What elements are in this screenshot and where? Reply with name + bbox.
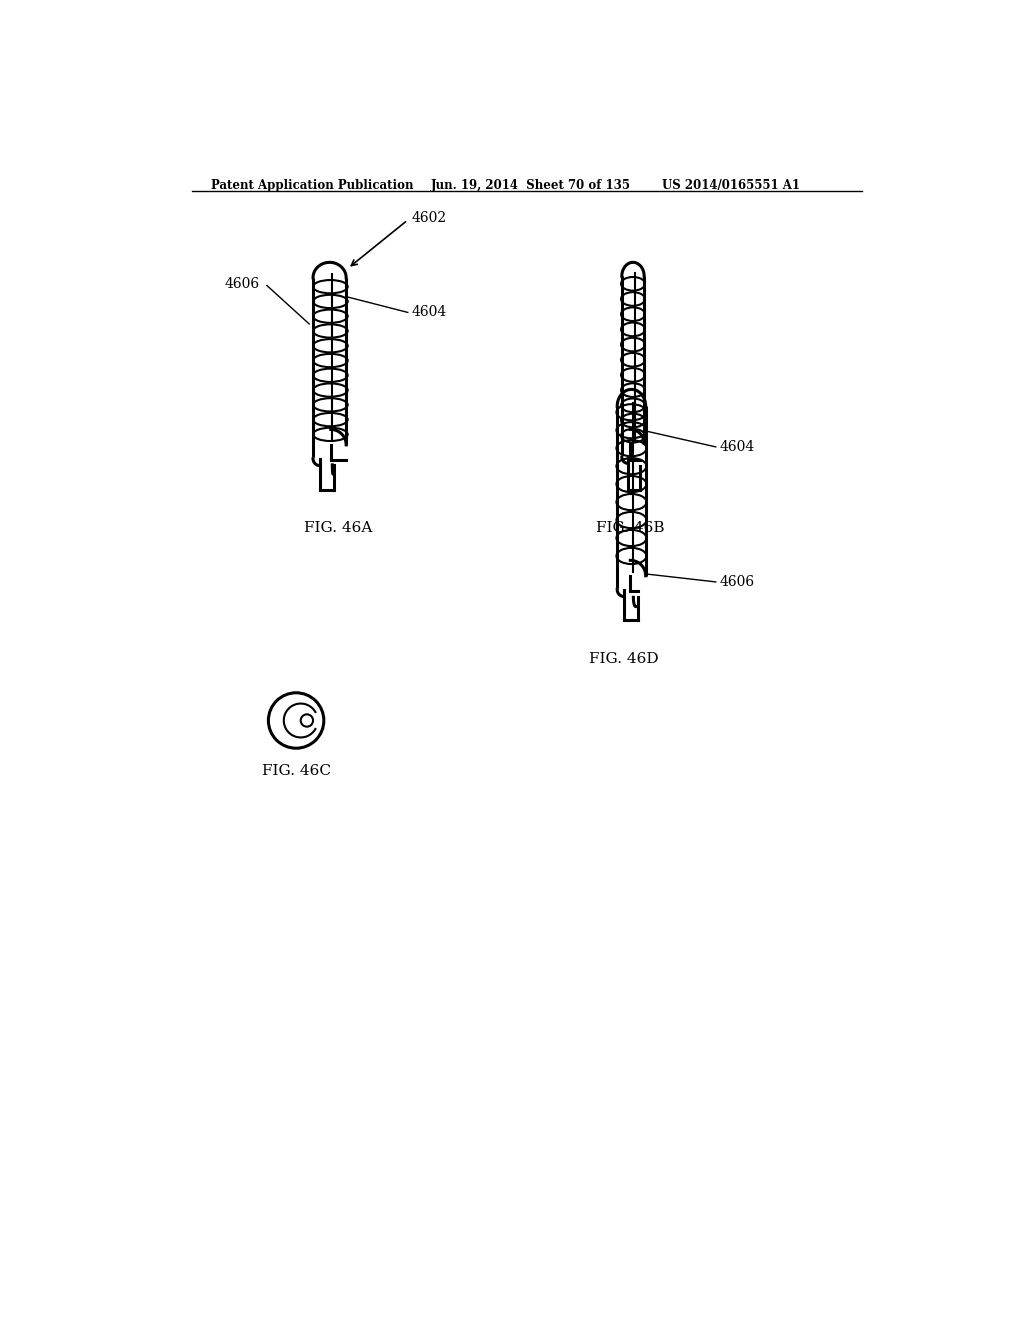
Text: US 2014/0165551 A1: US 2014/0165551 A1 bbox=[662, 180, 800, 193]
Text: Patent Application Publication: Patent Application Publication bbox=[211, 180, 414, 193]
Text: FIG. 46B: FIG. 46B bbox=[596, 521, 665, 535]
Text: Jun. 19, 2014  Sheet 70 of 135: Jun. 19, 2014 Sheet 70 of 135 bbox=[431, 180, 631, 193]
Text: 4604: 4604 bbox=[412, 305, 446, 319]
Text: FIG. 46C: FIG. 46C bbox=[261, 763, 331, 777]
Text: 4604: 4604 bbox=[720, 440, 755, 454]
Text: FIG. 46D: FIG. 46D bbox=[589, 652, 658, 665]
Text: FIG. 46A: FIG. 46A bbox=[304, 521, 373, 535]
Text: 4602: 4602 bbox=[412, 211, 446, 224]
Text: 4606: 4606 bbox=[224, 277, 260, 290]
Text: 4606: 4606 bbox=[720, 576, 755, 589]
